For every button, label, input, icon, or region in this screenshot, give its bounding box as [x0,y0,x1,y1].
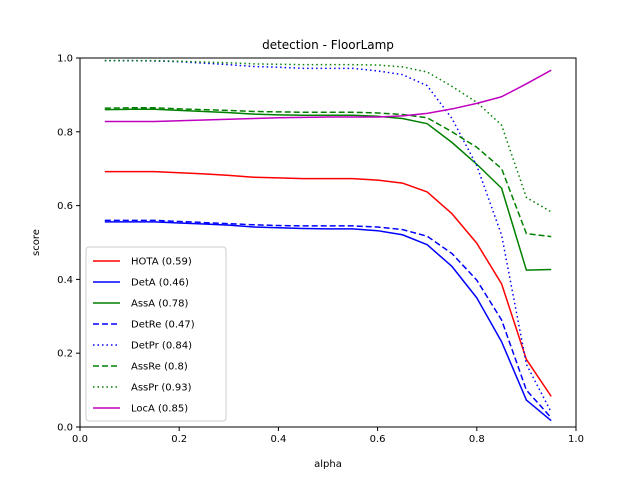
series-line-5 [104,107,552,238]
x-tick-label: 0.0 [72,434,88,445]
axes-frame [79,57,577,428]
y-axis-label: score [31,229,42,256]
legend-label: AssA (0.78) [131,299,188,310]
legend-label: AssRe (0.8) [131,362,188,373]
series-line-0 [104,170,552,397]
x-tick-label: 0.6 [370,434,386,445]
legend-items: HOTA (0.59) DetA (0.46) AssA (0.78) DetRe (… [93,257,195,415]
y-tick-label: 0.4 [57,275,73,286]
y-tick-label: 0.0 [57,423,73,434]
series-layer [104,59,552,422]
series-line-7 [104,69,552,123]
plot-area [79,57,577,428]
legend-label: DetA (0.46) [131,278,189,289]
x-axis-label: alpha [314,459,342,470]
x-tick-label: 0.2 [171,434,187,445]
legend-label: DetPr (0.84) [131,341,192,352]
chart-title: detection - FloorLamp [262,38,394,52]
x-tick-label: 0.4 [270,434,286,445]
series-line-1 [104,221,552,422]
legend-box [85,246,227,422]
y-tick-label: 0.6 [57,201,73,212]
x-axis: 0.0 0.2 0.4 0.6 0.8 1.0 [72,427,584,445]
legend-label: LocA (0.85) [131,404,188,415]
legend-label: HOTA (0.59) [131,257,192,268]
legend-label: DetRe (0.47) [131,320,195,331]
y-tick-label: 0.2 [57,349,73,360]
y-tick-label: 0.8 [57,127,73,138]
y-axis: 0.0 0.2 0.4 0.6 0.8 1.0 [57,54,80,434]
y-tick-label: 1.0 [57,54,73,65]
series-line-3 [104,219,552,419]
legend-label: AssPr (0.93) [131,383,192,394]
series-line-4 [104,59,552,413]
x-tick-label: 1.0 [568,434,584,445]
x-tick-label: 0.8 [469,434,485,445]
legend: HOTA (0.59) DetA (0.46) AssA (0.78) DetRe (… [85,246,227,422]
